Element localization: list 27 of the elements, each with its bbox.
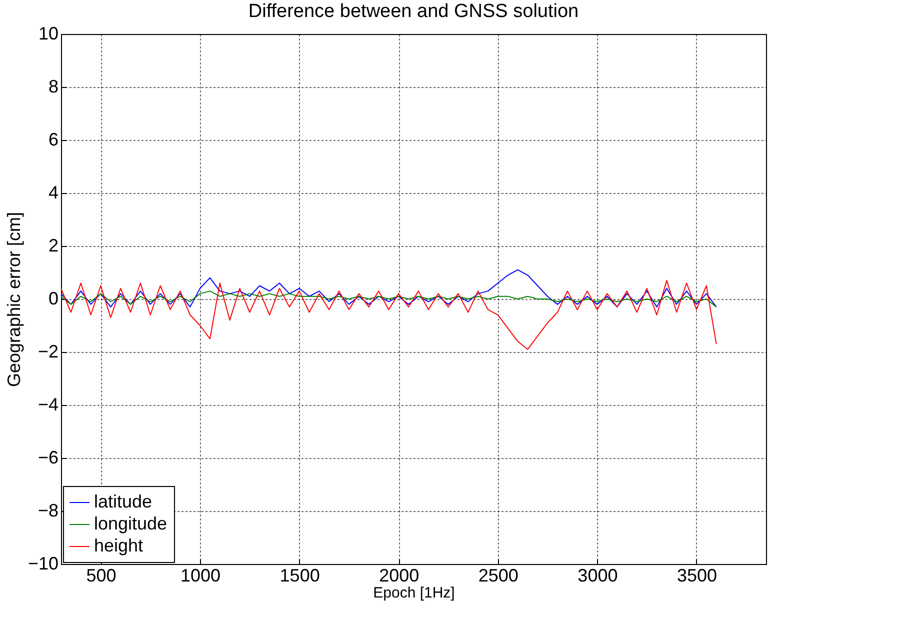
x-tick-label: 3000 [578, 566, 618, 586]
x-axis-title: Epoch [1Hz] [373, 584, 455, 602]
y-tick-label: 6 [48, 130, 58, 150]
legend-label: longitude [94, 514, 168, 534]
x-tick-label: 500 [86, 566, 116, 586]
y-tick-label: −2 [38, 342, 58, 362]
x-tick-label: 2000 [379, 566, 420, 586]
y-axis-title: Geographic error [cm] [4, 212, 24, 388]
line-series [61, 269, 717, 308]
line-series [61, 290, 717, 308]
line-series [61, 280, 717, 350]
y-tick-label: 4 [48, 182, 58, 202]
y-tick-label: −8 [38, 500, 58, 520]
y-tick-label: 2 [48, 236, 58, 256]
x-tick-label: 1500 [280, 566, 320, 586]
y-tick-label: −10 [28, 554, 58, 574]
y-tick-label: 10 [38, 24, 58, 44]
y-tick-label: 0 [48, 288, 58, 308]
legend-label: latitude [94, 492, 152, 512]
legend-label: height [94, 536, 144, 556]
x-tick-label: 2500 [478, 566, 518, 586]
y-tick-label: 8 [48, 76, 58, 96]
y-tick-label: −4 [38, 394, 58, 414]
x-tick-label: 1000 [180, 566, 221, 586]
x-tick-label: 3500 [676, 566, 718, 586]
chart-title: Difference between and GNSS solution [248, 1, 579, 22]
y-tick-label: −6 [38, 448, 58, 468]
